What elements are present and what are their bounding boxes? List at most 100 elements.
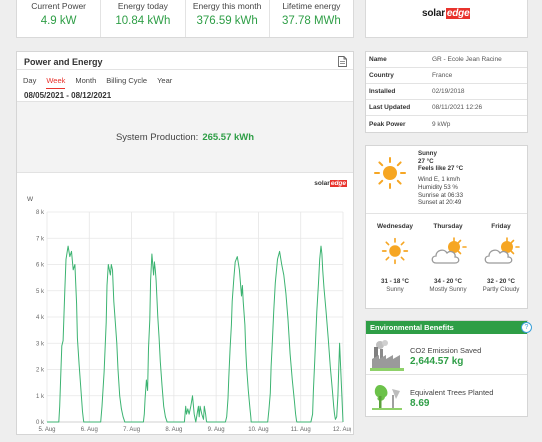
forecast-condition: Partly Cloudy (482, 286, 520, 293)
y-tick-label: 7 k (36, 236, 45, 242)
kpi-value: 10.84 kWh (115, 15, 171, 27)
y-tick-label: 4 k (36, 315, 45, 321)
y-tick-label: 5 k (36, 289, 45, 295)
tab-billing-cycle[interactable]: Billing Cycle (106, 76, 148, 85)
y-tick-label: 1 k (36, 394, 45, 400)
panel-title: Power and Energy (24, 57, 103, 67)
system-production-value: 265.57 kWh (202, 132, 255, 143)
sun-icon (381, 237, 409, 265)
power-chart[interactable]: W 0 k 1 k 2 k 3 k 4 k 5 k 6 k 7 k 8 k 5. Aug 6. Aug… (25, 192, 351, 436)
info-row-installed: Installed 02/19/2018 (366, 84, 527, 100)
kpi-current-power: Current Power 4.9 kW (17, 0, 102, 37)
kpi-energy-today: Energy today 10.84 kWh (101, 0, 186, 37)
info-value: 9 kWp (432, 120, 451, 128)
tab-day[interactable]: Day (23, 76, 37, 85)
x-tick-label: 10. Aug (248, 427, 268, 433)
info-label: Country (369, 72, 394, 79)
forecast-temp: 31 - 18 °C (381, 278, 409, 285)
y-axis-label: W (27, 196, 34, 203)
trees-planted-row: Equivalent Trees Planted 8.69 (366, 378, 527, 417)
x-tick-label: 11. Aug (291, 427, 311, 433)
forecast-day-name: Friday (491, 223, 511, 230)
export-document-icon[interactable] (338, 56, 347, 67)
weather-sunrise: Sunrise at 06:33 (418, 191, 464, 199)
system-production-label: System Production: (115, 132, 199, 143)
divider (17, 69, 353, 70)
info-label: Name (369, 56, 387, 63)
forecast-day-name: Wednesday (376, 223, 413, 230)
kpi-lifetime-energy: Lifetime energy 37.78 MWh (270, 0, 353, 37)
info-row-peak-power: Peak Power 9 kWp (366, 116, 527, 132)
trees-value: 8.69 (410, 398, 430, 409)
forecast-condition: Mostly Sunny (429, 286, 467, 293)
y-tick-label: 6 k (36, 263, 45, 269)
x-tick-label: 12. Aug (333, 427, 351, 433)
weather-feels-like: Feels like 27 °C (418, 165, 464, 173)
tab-week[interactable]: Week (46, 76, 66, 89)
kpi-value: 37.78 MWh (281, 15, 341, 27)
info-row-country: Country France (366, 68, 527, 84)
kpi-label: Lifetime energy (282, 1, 341, 11)
partly-cloudy-icon (431, 237, 467, 264)
tab-year[interactable]: Year (157, 76, 173, 85)
y-tick-label: 2 k (36, 368, 45, 374)
info-label: Peak Power (369, 120, 406, 128)
factory-icon (370, 340, 404, 371)
solaredge-logo: solar edge (422, 8, 471, 19)
sun-icon (374, 157, 406, 189)
x-tick-label: 6. Aug (81, 427, 98, 433)
co2-saved-row: CO2 Emission Saved 2,644.57 kg (366, 336, 527, 375)
chart-solaredge-logo: solaredge (314, 180, 347, 187)
info-label: Last Updated (369, 104, 411, 111)
info-value: France (432, 72, 453, 79)
weather-humidity: Humidity 53 % (418, 183, 458, 191)
info-value: GR - Ecole Jean Racine (432, 56, 502, 63)
x-tick-label: 5. Aug (38, 427, 55, 433)
forecast-temp: 32 - 20 °C (487, 278, 515, 285)
forecast-day: Wednesday 31 - 18 °C Sunny (368, 223, 422, 293)
info-row-last-updated: Last Updated 08/11/2021 12:26 (366, 100, 527, 116)
kpi-label: Energy today (117, 1, 168, 11)
period-tabs: Day Week Month Billing Cycle Year (23, 76, 182, 89)
system-production-box: System Production: 265.57 kWh (17, 101, 353, 173)
x-tick-label: 7. Aug (123, 427, 140, 433)
info-row-name: Name GR - Ecole Jean Racine (366, 52, 527, 68)
partly-cloudy-icon (484, 237, 520, 264)
kpi-value: 4.9 kW (40, 15, 77, 27)
y-tick-label: 8 k (36, 210, 45, 216)
env-title: Environmental Benefits (366, 321, 527, 334)
weather-sunset: Sunset at 20:49 (418, 199, 462, 207)
trees-icon (372, 385, 402, 410)
weather-wind: Wind E, 1 km/h (418, 176, 460, 184)
info-label: Installed (369, 88, 396, 95)
help-icon[interactable]: ? (521, 322, 532, 333)
kpi-value: 376.59 kWh (196, 15, 258, 27)
x-tick-label: 8. Aug (165, 427, 182, 433)
weather-temp: 27 °C (418, 157, 434, 165)
forecast-temp: 34 - 20 °C (434, 278, 462, 285)
site-details-card: Name GR - Ecole Jean Racine Country Fran… (365, 51, 528, 133)
info-value: 02/19/2018 (432, 88, 465, 95)
y-tick-label: 0 k (36, 420, 45, 426)
current-weather: Sunny 27 °C Feels like 27 °C Wind E, 1 k… (418, 150, 463, 207)
co2-value: 2,644.57 kg (410, 356, 464, 367)
weather-card: Sunny 27 °C Feels like 27 °C Wind E, 1 k… (365, 145, 528, 309)
kpi-energy-month: Energy this month 376.59 kWh (186, 0, 270, 37)
environmental-benefits-card: Environmental Benefits ? CO2 Emission Sa… (365, 320, 532, 417)
date-range: 08/05/2021 - 08/12/2021 (24, 91, 112, 100)
kpi-label: Energy this month (192, 1, 262, 11)
trees-label: Equivalent Trees Planted (410, 388, 494, 397)
power-series-line (47, 245, 344, 423)
y-tick-label: 3 k (36, 341, 45, 347)
system-production: System Production: 265.57 kWh (17, 132, 353, 143)
forecast-day: Thursday 34 - 20 °C Mostly Sunny (421, 223, 475, 293)
info-value: 08/11/2021 12:26 (432, 104, 483, 111)
x-tick-label: 9. Aug (208, 427, 225, 433)
power-energy-panel: Power and Energy Day Week Month Billing … (16, 51, 354, 435)
weather-condition: Sunny (418, 150, 437, 157)
brand-logo-card: solar edge (365, 0, 528, 38)
co2-label: CO2 Emission Saved (410, 346, 482, 355)
divider (366, 213, 527, 214)
tab-month[interactable]: Month (75, 76, 97, 85)
kpi-label: Current Power (31, 1, 87, 11)
